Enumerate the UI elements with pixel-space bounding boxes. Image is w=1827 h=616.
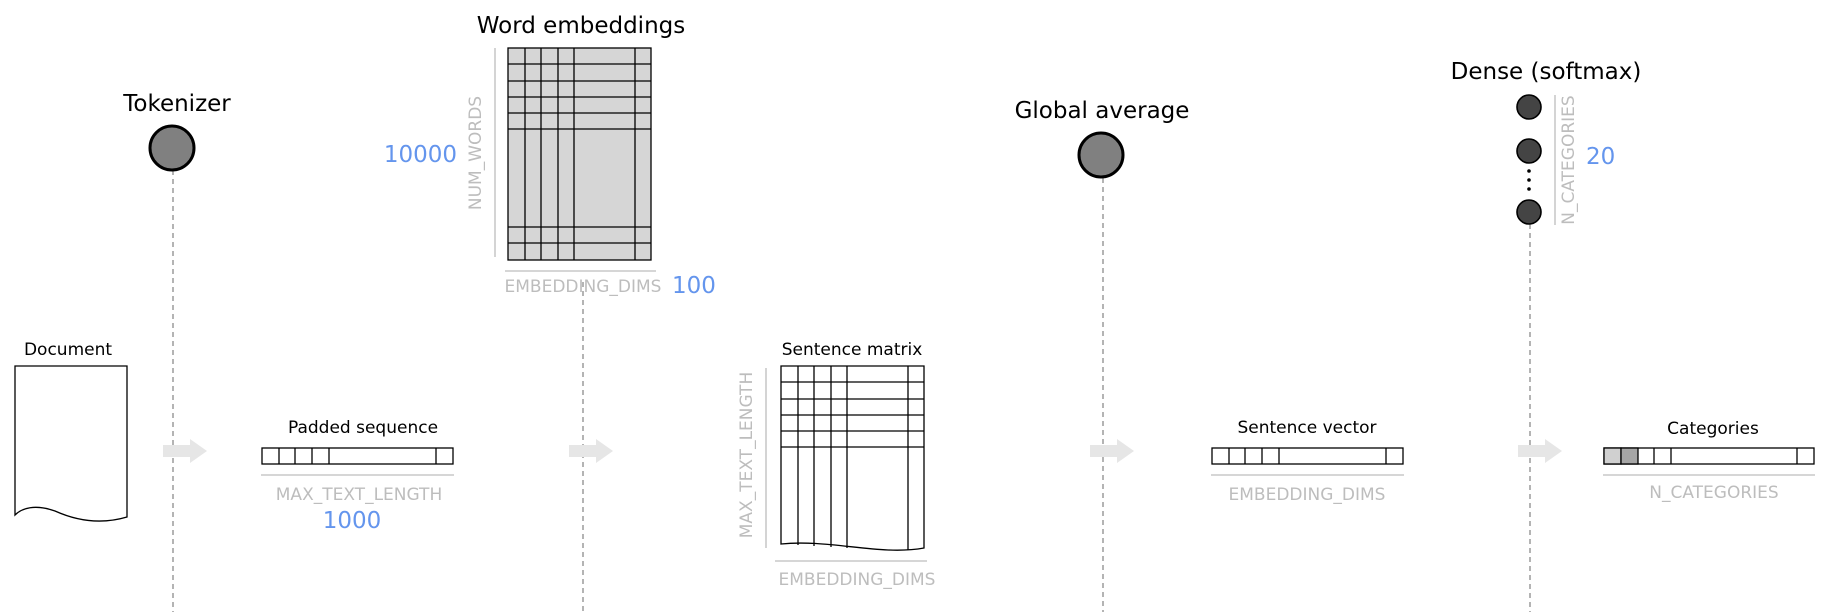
flow-arrow-icon [1518,439,1562,463]
document-icon [14,365,128,522]
embedding-matrix-grid [508,48,651,260]
sentence-matrix [780,365,925,551]
word-embeddings-title: Word embeddings [477,13,685,39]
flow-arrow-icon [1090,439,1134,463]
embedding-matrix [507,47,652,261]
sentence-matrix-block: Sentence matrix MAX_TEXT_LENGTH EMBEDDIN… [737,340,935,590]
dense-unit-icon [1516,138,1542,164]
categories-title: Categories [1667,419,1759,439]
sentence-vector-length-label: EMBEDDING_DIMS [1229,485,1386,505]
document-block: Document [14,340,128,522]
padded-sequence-title: Padded sequence [288,418,438,438]
categories-cells [1653,448,1798,464]
categories-block: Categories N_CATEGORIES [1603,419,1815,503]
sentence-rows-label: MAX_TEXT_LENGTH [737,372,757,538]
dense-title: Dense (softmax) [1451,59,1642,85]
flow-arrow-icon [163,439,207,463]
tokenizer-title: Tokenizer [122,91,231,117]
ellipsis-icon [1527,169,1531,191]
sentence-matrix-grid [781,366,924,550]
padded-sequence-block: Padded sequence MAX_TEXT_LENGTH 1000 [261,418,454,534]
categories-length-label: N_CATEGORIES [1649,483,1778,503]
sentence-vector-block: Sentence vector EMBEDDING_DIMS [1211,418,1404,505]
global-average-stage: Global average [1015,98,1190,179]
dense-unit-icon [1516,94,1542,120]
word-embeddings-stage: Word embeddings NUM_WORDS 10000 EMBEDDIN… [384,13,716,299]
max-text-length-value: 1000 [323,508,382,534]
dense-unit-icon [1516,199,1542,225]
embedding-dims-value: 100 [672,273,716,299]
category-cell-dark [1620,447,1639,465]
embedding-dims-label: EMBEDDING_DIMS [505,277,662,297]
max-text-length-label: MAX_TEXT_LENGTH [276,485,442,505]
num-words-label: NUM_WORDS [466,96,486,210]
sentence-vector [1211,447,1404,465]
padded-sequence-vector [261,447,454,465]
flow-arrows [163,439,1562,463]
n-categories-value: 20 [1586,144,1615,170]
n-categories-label: N_CATEGORIES [1559,95,1579,224]
sentence-matrix-title: Sentence matrix [782,340,923,360]
category-cell-light [1603,447,1622,465]
global-average-node-icon [1077,131,1125,179]
padded-sequence-cells [278,448,437,464]
num-words-value: 10000 [384,142,457,168]
dense-stage: Dense (softmax) N_CATEGORIES 20 [1451,59,1642,225]
flow-arrow-icon [569,439,613,463]
tokenizer-stage: Tokenizer [122,91,231,172]
global-average-title: Global average [1015,98,1190,124]
tokenizer-node-icon [148,124,196,172]
sentence-vector-title: Sentence vector [1237,418,1376,438]
document-title: Document [24,340,112,360]
sentence-vector-cells [1228,448,1387,464]
sentence-cols-label: EMBEDDING_DIMS [779,570,936,590]
